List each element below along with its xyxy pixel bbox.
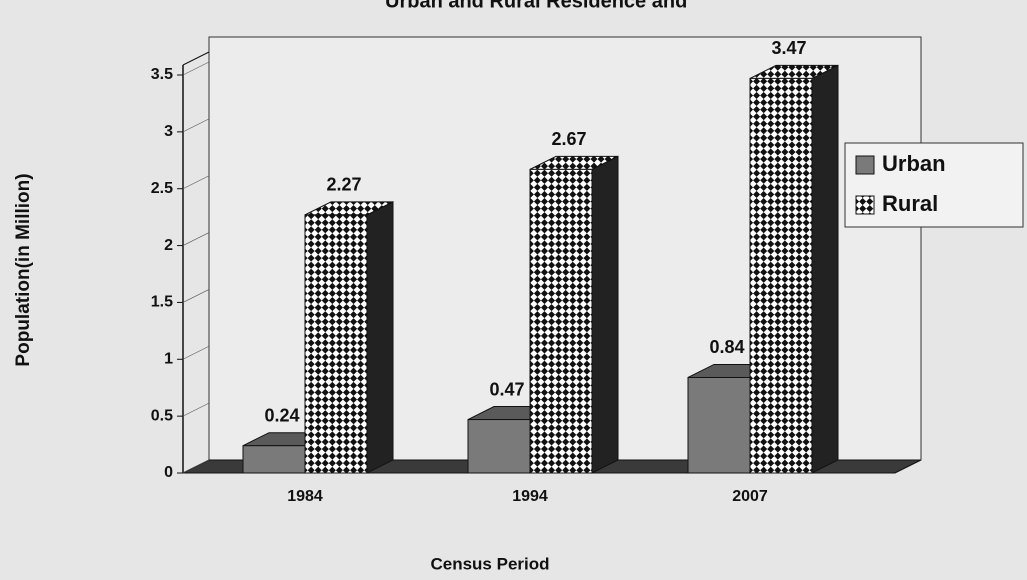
y-tick-label: 3 [164, 123, 173, 140]
grid-line [182, 118, 210, 133]
value-label: 0.47 [489, 379, 524, 399]
grid-line [182, 232, 210, 246]
bar-side [591, 155, 619, 474]
grid-line [182, 346, 210, 360]
bar [687, 376, 751, 474]
y-tick-label: 2.5 [151, 180, 173, 197]
bar [242, 445, 306, 474]
bar [749, 77, 813, 474]
value-label: 2.27 [326, 175, 361, 195]
x-tick-label: 1994 [512, 488, 548, 505]
value-label: 3.47 [771, 38, 806, 58]
y-tick-label: 1 [164, 351, 173, 368]
bar [467, 419, 531, 474]
value-label: 0.84 [709, 337, 744, 357]
x-tick-label: 2007 [732, 488, 768, 505]
legend-label: Urban [882, 151, 946, 176]
bar [304, 214, 368, 474]
legend-label: Rural [882, 191, 938, 216]
x-tick-label: 1984 [287, 488, 323, 505]
grid-line [182, 61, 210, 76]
legend-swatch [855, 195, 875, 215]
chart-title: Urban and Rural Residence and [385, 0, 687, 12]
y-tick-label: 2 [164, 237, 173, 254]
y-tick-label: 3.5 [151, 66, 173, 83]
y-tick-label: 0 [164, 464, 173, 481]
y-tick-label: 0.5 [151, 407, 173, 424]
bar [529, 168, 593, 474]
bar-side [366, 201, 394, 474]
grid-line [182, 175, 210, 189]
grid-line [182, 402, 210, 417]
y-tick-label: 1.5 [151, 294, 173, 311]
y-axis-title: Population(in Million) [13, 173, 34, 366]
legend-swatch [855, 155, 875, 175]
bar-side [811, 64, 839, 474]
x-axis-title: Census Period [430, 554, 549, 573]
grid-line [182, 459, 210, 474]
y-axis-back [182, 51, 210, 66]
value-label: 2.67 [551, 129, 586, 149]
value-label: 0.24 [264, 405, 299, 425]
legend-box [844, 142, 1024, 228]
grid-line [182, 289, 210, 303]
